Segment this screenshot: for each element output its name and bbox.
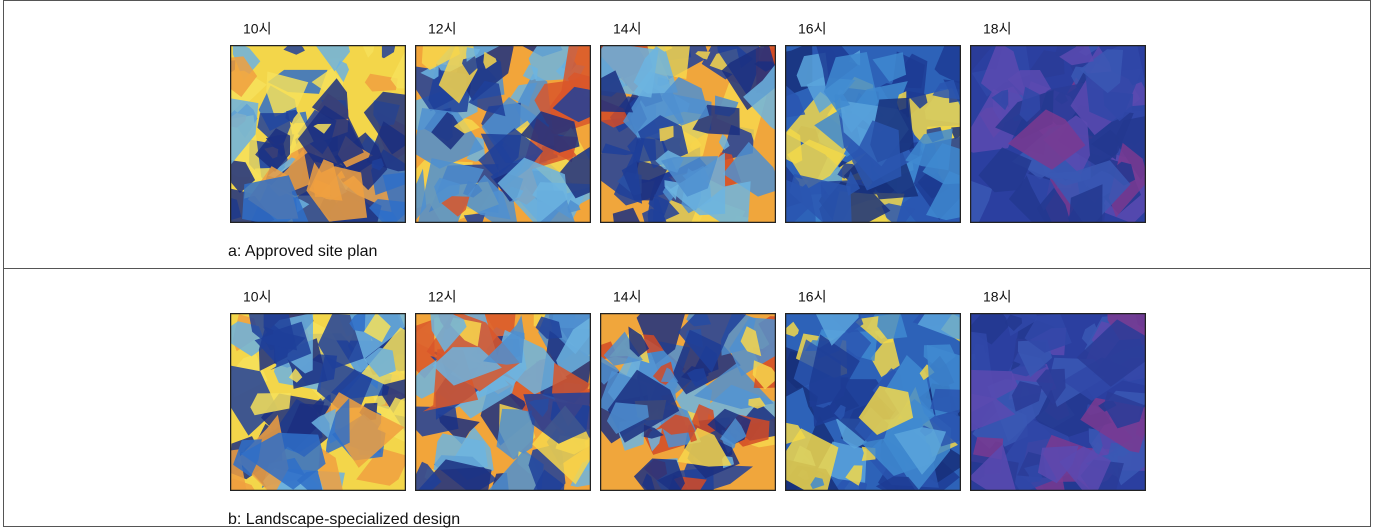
heatmap-image xyxy=(395,277,620,528)
time-label: 18시 xyxy=(983,21,1011,37)
figure: 10시 12시 14시 16시 18시 a: Approved site plan 10시 1… xyxy=(0,0,1374,528)
heatmap-image xyxy=(386,17,631,244)
time-label: 10시 xyxy=(243,289,271,305)
heatmap-image xyxy=(202,20,434,250)
heatmap-image xyxy=(937,12,1168,249)
page: 10시 12시 14시 16시 18시 a: Approved site plan 10시 1… xyxy=(0,0,1374,528)
time-label: 10시 xyxy=(243,21,271,37)
caption: a: Approved site plan xyxy=(228,243,377,260)
time-label: 14시 xyxy=(613,289,641,305)
time-label: 14시 xyxy=(613,21,641,37)
time-label: 16시 xyxy=(798,21,826,37)
heatmap-image xyxy=(755,278,992,514)
heatmap-image xyxy=(589,298,801,519)
heatmap-image xyxy=(568,16,819,240)
time-label: 16시 xyxy=(798,289,826,305)
time-label: 18시 xyxy=(983,289,1011,305)
caption: b: Landscape-specialized design xyxy=(228,511,460,528)
time-label: 12시 xyxy=(428,289,456,305)
heatmap-image xyxy=(760,32,989,264)
heatmap-image xyxy=(934,298,1188,519)
time-label: 12시 xyxy=(428,21,456,37)
heatmap-image xyxy=(204,284,437,514)
